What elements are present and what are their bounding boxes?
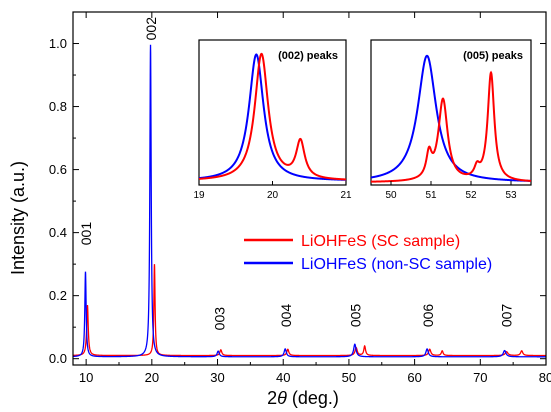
inset-frame	[198, 39, 347, 186]
peak-label-003: 003	[211, 307, 227, 331]
peak-label-002: 002	[143, 17, 159, 41]
y-tick-label: 0.4	[49, 225, 67, 240]
inset-x-tick-label: 21	[340, 190, 352, 201]
inset-series-line	[198, 52, 347, 181]
series-line-non-sc	[73, 44, 546, 358]
plot-frame	[72, 11, 547, 366]
y-tick-label: 0.8	[49, 99, 67, 114]
inset-x-tick-label: 52	[465, 190, 477, 201]
x-tick-label: 20	[145, 370, 159, 385]
inset-x-tick-label: 51	[425, 190, 437, 201]
inset-005-peaks: 50 51 52 53 (005) peaks	[370, 39, 532, 201]
y-tick-label: 1.0	[49, 36, 67, 51]
x-tick-label: 50	[342, 370, 356, 385]
x-tick-label: 10	[79, 370, 93, 385]
y-tick-label: 0.0	[49, 351, 67, 366]
x-tick-label: 30	[210, 370, 224, 385]
inset-title: (002) peaks	[278, 50, 338, 62]
x-tick-label: 70	[473, 370, 487, 385]
legend-label-sc: LiOHFeS (SC sample)	[301, 233, 460, 250]
y-tick-label: 0.6	[49, 162, 67, 177]
x-axis-title: 2θ (deg.)	[267, 388, 339, 408]
peak-label-005: 005	[347, 304, 363, 328]
peak-label-007: 007	[499, 304, 515, 328]
peak-label-001: 001	[78, 222, 94, 246]
inset-series-line	[198, 53, 346, 181]
y-axis-title: Intensity (a.u.)	[8, 161, 28, 275]
legend-label-non-sc: LiOHFeS (non-SC sample)	[301, 256, 492, 273]
x-tick-label: 60	[407, 370, 421, 385]
inset-x-tick-label: 20	[267, 190, 279, 201]
inset-002-peaks: 19 20 21 (002) peaks	[193, 39, 352, 201]
peak-label-006: 006	[420, 304, 436, 328]
x-tick-label: 40	[276, 370, 290, 385]
inset-x-tick-label: 50	[385, 190, 397, 201]
inset-title: (005) peaks	[463, 50, 523, 62]
series-line-sc	[73, 264, 546, 357]
y-tick-label: 0.2	[49, 288, 67, 303]
x-tick-label: 80	[539, 370, 551, 385]
inset-x-tick-label: 53	[505, 190, 517, 201]
inset-series-line	[371, 70, 532, 183]
inset-series-line	[370, 54, 531, 182]
peak-label-004: 004	[278, 304, 294, 328]
inset-x-tick-label: 19	[193, 190, 205, 201]
legend: LiOHFeS (SC sample) LiOHFeS (non-SC samp…	[244, 233, 492, 273]
main-plot-area: 10 20 30 40 50 60 70 80 0.0 0.2 0.4 0.6 0.8 1.0 001 002…	[49, 11, 551, 385]
